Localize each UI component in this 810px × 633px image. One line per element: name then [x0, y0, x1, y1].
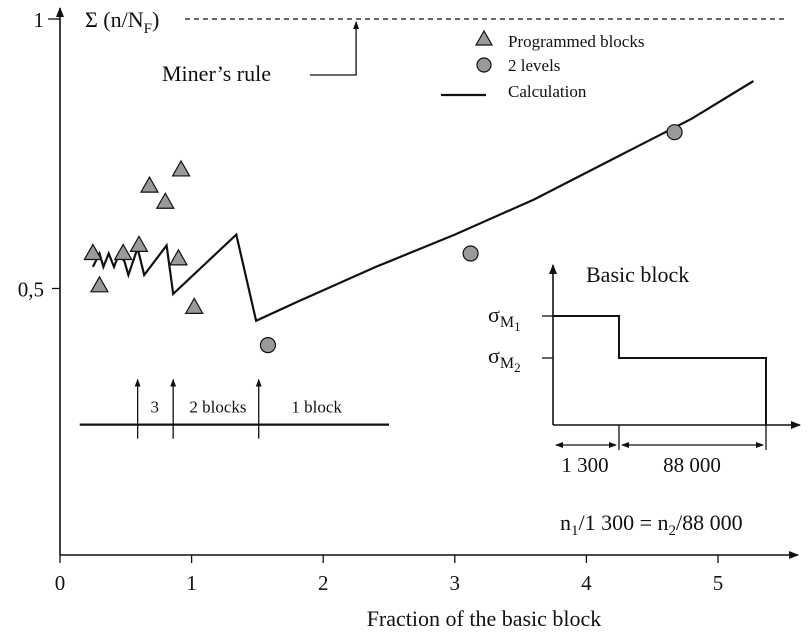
x-ticks: 0 1 2 3 4 5: [55, 555, 724, 595]
programmed-block-point: [139, 175, 160, 193]
programmed-block-point: [89, 275, 110, 293]
x-tick-label: 0: [55, 571, 66, 595]
two-levels-point: [259, 336, 277, 354]
block-label: 3: [151, 398, 160, 417]
miner-rule-label: Miner’s rule: [162, 61, 271, 86]
programmed-block-point: [184, 297, 204, 314]
x-tick-label: 4: [581, 571, 592, 595]
sigma-m2-label: σM2: [488, 343, 521, 375]
programmed-block-point: [129, 235, 149, 252]
block-annotation: 3 2 blocks 1 block: [79, 378, 389, 439]
two-levels-point: [462, 245, 479, 262]
x-tick-label: 5: [713, 571, 724, 595]
two-levels-series: [259, 124, 683, 354]
programmed-block-point: [83, 243, 103, 261]
inset-block-profile: [553, 315, 767, 425]
programmed-blocks-series: [83, 159, 204, 314]
sum-label: Σ (n/NF): [85, 7, 159, 37]
inset-seg1-label: 1 300: [561, 453, 608, 477]
programmed-block-point: [113, 243, 133, 261]
x-tick-label: 2: [318, 571, 329, 595]
sigma-m1-label: σM1: [488, 302, 521, 334]
x-axis-label: Fraction of the basic block: [367, 606, 602, 631]
legend-programmed-label: Programmed blocks: [508, 32, 644, 51]
inset-seg2-label: 88 000: [663, 453, 721, 477]
basic-block-inset: Basic block σM1 σM2 1 300 88 000: [488, 262, 801, 477]
legend-calc-label: Calculation: [508, 82, 587, 101]
x-tick-label: 1: [186, 571, 197, 595]
miner-rule-pointer: [310, 21, 360, 76]
legend-triangle-marker: [474, 29, 494, 46]
programmed-block-point: [155, 192, 175, 209]
programmed-block-point: [171, 159, 191, 177]
x-tick-label: 3: [450, 571, 461, 595]
calculation-line: [91, 80, 755, 323]
legend-levels-label: 2 levels: [508, 56, 560, 75]
block-label: 1 block: [291, 398, 342, 417]
y-ticks: 0,51: [18, 8, 60, 302]
y-tick-label: 0,5: [18, 278, 44, 302]
legend: Programmed blocks 2 levels Calculation: [441, 29, 644, 101]
inset-title: Basic block: [586, 262, 689, 287]
block-label: 2 blocks: [189, 398, 246, 417]
two-levels-point: [666, 124, 683, 141]
programmed-block-point: [168, 248, 188, 266]
legend-circle-marker: [476, 57, 492, 73]
y-tick-label: 1: [34, 8, 45, 32]
ratio-equation: n1/1 300 = n2/88 000: [560, 510, 743, 539]
